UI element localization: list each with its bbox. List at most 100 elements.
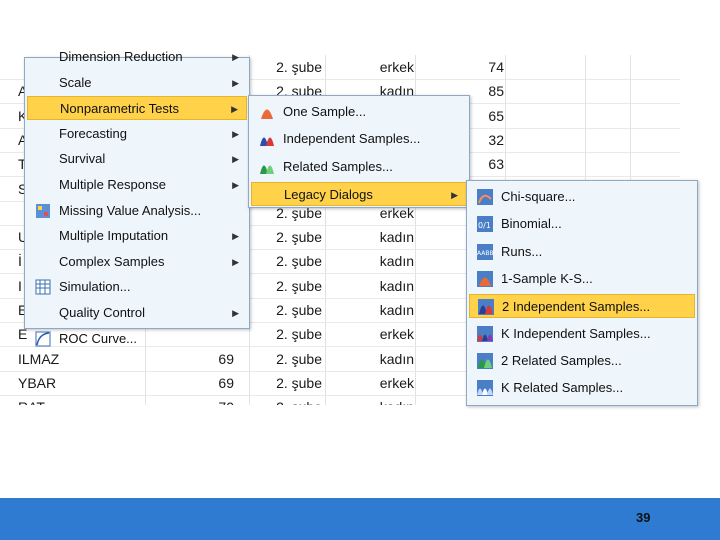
submenu-arrow-icon: ▶ — [232, 308, 239, 318]
gender-cell[interactable]: erkek — [379, 204, 414, 221]
menu-item-chi-square[interactable]: Chi-square... — [469, 185, 695, 209]
menu-item-runs[interactable]: AABB Runs... — [469, 240, 695, 264]
name-cell[interactable]: İ — [18, 253, 22, 270]
value-cell[interactable]: 85 — [488, 83, 504, 100]
menu-item-scale[interactable]: Scale ▶ — [27, 71, 247, 95]
menu-item-dimension-reduction[interactable]: Dimension Reduction ▶ — [27, 45, 247, 69]
menu-item-1-sample-k-s[interactable]: 1-Sample K-S... — [469, 267, 695, 291]
menu-item-2-related-samples[interactable]: 2 Related Samples... — [469, 349, 695, 373]
value-cell[interactable]: 32 — [488, 131, 504, 148]
menu-item-label: Legacy Dialogs — [284, 186, 373, 202]
gender-cell[interactable]: erkek — [379, 374, 414, 391]
table-row: I 2. şube kadın — [0, 274, 680, 299]
menu-item-label: Scale — [59, 74, 92, 90]
menu-item-roc-curve[interactable]: ROC Curve... — [27, 327, 247, 351]
menu-item-multiple-response[interactable]: Multiple Response ▶ — [27, 173, 247, 197]
table-row: YBAR 69 2. şube erkek — [0, 371, 680, 396]
menu-item-related-samples[interactable]: Related Samples... — [251, 155, 467, 179]
submenu-arrow-icon: ▶ — [232, 154, 239, 165]
name-cell[interactable]: A — [18, 83, 28, 100]
menu-item-label: K Related Samples... — [501, 380, 624, 396]
menu-item-label: Missing Value Analysis... — [59, 202, 202, 218]
name-cell[interactable]: E — [18, 326, 28, 343]
menu-item-binomial[interactable]: 0/1 Binomial... — [469, 212, 695, 236]
submenu-arrow-icon: ▶ — [451, 189, 458, 200]
submenu-arrow-icon: ▶ — [232, 180, 239, 190]
one-sample-ks-icon — [477, 270, 493, 287]
gender-cell[interactable]: kadın — [379, 350, 414, 367]
svg-text:0/1: 0/1 — [478, 221, 491, 230]
menu-item-forecasting[interactable]: Forecasting ▶ — [27, 122, 247, 146]
gender-cell[interactable]: kadın — [379, 253, 414, 270]
sube-cell[interactable]: 2. şube — [250, 395, 322, 405]
menu-item-complex-samples[interactable]: Complex Samples ▶ — [27, 250, 247, 274]
gender-cell[interactable]: kadın — [379, 277, 414, 294]
name-cell[interactable]: A — [18, 131, 28, 148]
table-row: ILMAZ 69 2. şube kadın — [0, 347, 680, 372]
menu-item-label: Forecasting — [59, 125, 127, 141]
score-cell[interactable]: 69 — [218, 350, 234, 367]
table-row: E 2. şube kadın — [0, 298, 680, 323]
score-cell[interactable]: 69 — [218, 374, 234, 391]
gender-cell[interactable]: erkek — [379, 59, 414, 75]
name-cell[interactable]: U — [18, 225, 143, 249]
gender-cell[interactable]: erkek — [379, 326, 414, 343]
sube-cell[interactable]: 2. şube — [276, 326, 322, 343]
sube-cell[interactable]: 2. şube — [276, 374, 322, 391]
sube-cell[interactable]: 2. şube — [276, 229, 322, 246]
submenu-arrow-icon: ▶ — [232, 128, 239, 139]
menu-item-label: Multiple Imputation — [59, 228, 169, 244]
menu-item-survival[interactable]: Survival ▶ — [27, 147, 247, 171]
menu-item-k-independent-samples[interactable]: K Independent Samples... — [469, 322, 695, 346]
menu-item-independent-samples[interactable]: Independent Samples... — [251, 127, 467, 151]
menu-item-label: 1-Sample K-S... — [501, 270, 593, 286]
simulation-icon — [35, 279, 51, 295]
submenu-arrow-icon: ▶ — [232, 52, 239, 62]
menu-item-multiple-imputation[interactable]: Multiple Imputation ▶ — [27, 224, 247, 248]
menu-item-label: K Independent Samples... — [501, 325, 651, 341]
binomial-icon: 0/1 — [477, 216, 493, 233]
value-cell[interactable]: 65 — [488, 107, 504, 124]
menu-item-label: Survival — [59, 151, 106, 167]
menu-item-label: Runs... — [501, 243, 543, 259]
name-cell[interactable]: YBAR — [18, 374, 57, 391]
name-cell[interactable]: RAT — [18, 395, 143, 405]
menu-item-simulation[interactable]: Simulation... — [27, 275, 247, 299]
score-cell[interactable]: 70 — [146, 395, 234, 405]
menu-item-nonparametric-tests[interactable]: Nonparametric Tests ▶ — [27, 96, 247, 121]
name-cell[interactable]: E — [18, 302, 28, 318]
sube-cell[interactable]: 2. şube — [276, 277, 322, 294]
name-cell[interactable]: K — [18, 107, 28, 124]
gender-cell[interactable]: kadın — [379, 302, 414, 318]
gender-cell[interactable]: kadın — [326, 395, 414, 405]
sube-cell[interactable]: 2. şube — [276, 302, 322, 318]
menu-item-2-independent-samples[interactable]: 2 Independent Samples... — [469, 294, 695, 319]
menu-item-label: 2 Related Samples... — [501, 352, 622, 368]
independent-samples-icon — [259, 131, 275, 147]
value-cell[interactable]: 63 — [488, 156, 504, 173]
menu-item-label: Nonparametric Tests — [60, 101, 179, 117]
missing-value-icon — [35, 203, 51, 219]
menu-item-quality-control[interactable]: Quality Control ▶ — [27, 301, 247, 325]
menu-item-k-related-samples[interactable]: K Related Samples... — [469, 376, 695, 400]
menu-item-label: 2 Independent Samples... — [502, 299, 651, 315]
two-related-samples-icon — [477, 352, 493, 369]
name-cell[interactable]: ILMAZ — [18, 350, 60, 367]
gender-cell[interactable]: kadın — [379, 229, 414, 246]
roc-curve-icon — [35, 331, 51, 347]
sube-cell[interactable]: 2. şube — [276, 350, 322, 367]
menu-item-missing-value-analysis[interactable]: Missing Value Analysis... — [27, 199, 247, 223]
table-row: E 2. şube erkek — [0, 322, 680, 348]
menu-item-legacy-dialogs[interactable]: Legacy Dialogs ▶ — [251, 181, 467, 206]
value-cell[interactable]: 74 — [488, 59, 504, 75]
name-cell[interactable]: I — [18, 277, 22, 294]
menu-item-label: Related Samples... — [283, 158, 393, 174]
menu-item-one-sample[interactable]: One Sample... — [251, 100, 467, 124]
table-row: U 2. şube kadın — [0, 225, 680, 251]
name-cell[interactable]: T — [18, 156, 27, 173]
menu-item-label: One Sample... — [283, 104, 367, 119]
sube-cell[interactable]: 2. şube — [276, 253, 322, 270]
sube-cell[interactable]: 2. şube — [276, 204, 322, 221]
name-cell[interactable]: S — [18, 180, 28, 197]
sube-cell[interactable]: 2. şube — [276, 59, 322, 75]
